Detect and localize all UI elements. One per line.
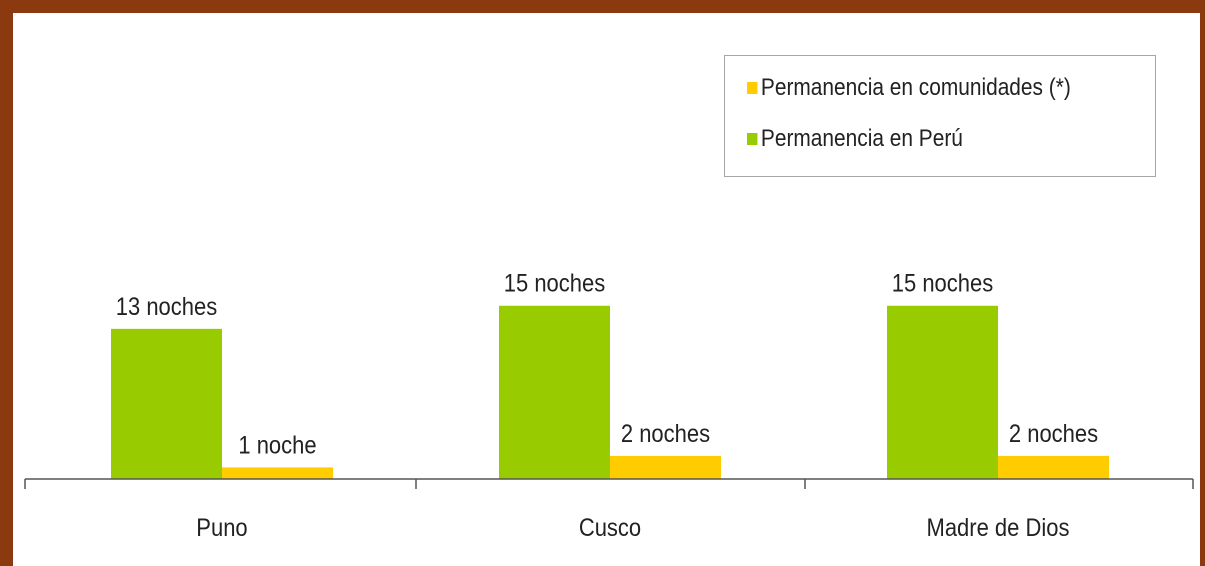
- legend-swatch-comunidades: [747, 82, 758, 94]
- bar-madre-de-dios-comunidades: [998, 455, 1109, 479]
- legend-swatch-peru: [747, 133, 758, 145]
- data-label-madre-de-dios-comunidades: 2 noches: [1009, 420, 1098, 448]
- data-label-cusco-peru: 15 noches: [504, 269, 605, 297]
- bar-cusco-peru: [499, 305, 610, 479]
- data-label-madre-de-dios-peru: 15 noches: [892, 269, 993, 297]
- bar-madre-de-dios-peru: [887, 305, 998, 479]
- bar-puno-peru: [111, 328, 222, 479]
- legend-label-comunidades: Permanencia en comunidades (*): [760, 74, 1071, 101]
- bar-cusco-comunidades: [610, 455, 721, 479]
- legend-label-peru: Permanencia en Perú: [760, 125, 963, 152]
- legend-item-comunidades: Permanencia en comunidades (*): [747, 74, 1071, 102]
- x-tick-label-puno: Puno: [196, 514, 247, 542]
- data-label-puno-comunidades: 1 noche: [238, 431, 316, 459]
- data-label-cusco-comunidades: 2 noches: [621, 420, 710, 448]
- data-label-puno-peru: 13 noches: [116, 293, 217, 321]
- legend: Permanencia en comunidades (*) Permanenc…: [724, 55, 1156, 177]
- legend-item-peru: Permanencia en Perú: [747, 125, 963, 153]
- x-tick-label-madre-de-dios: Madre de Dios: [927, 514, 1070, 542]
- bar-puno-comunidades: [222, 467, 333, 479]
- x-tick-label-cusco: Cusco: [579, 514, 641, 542]
